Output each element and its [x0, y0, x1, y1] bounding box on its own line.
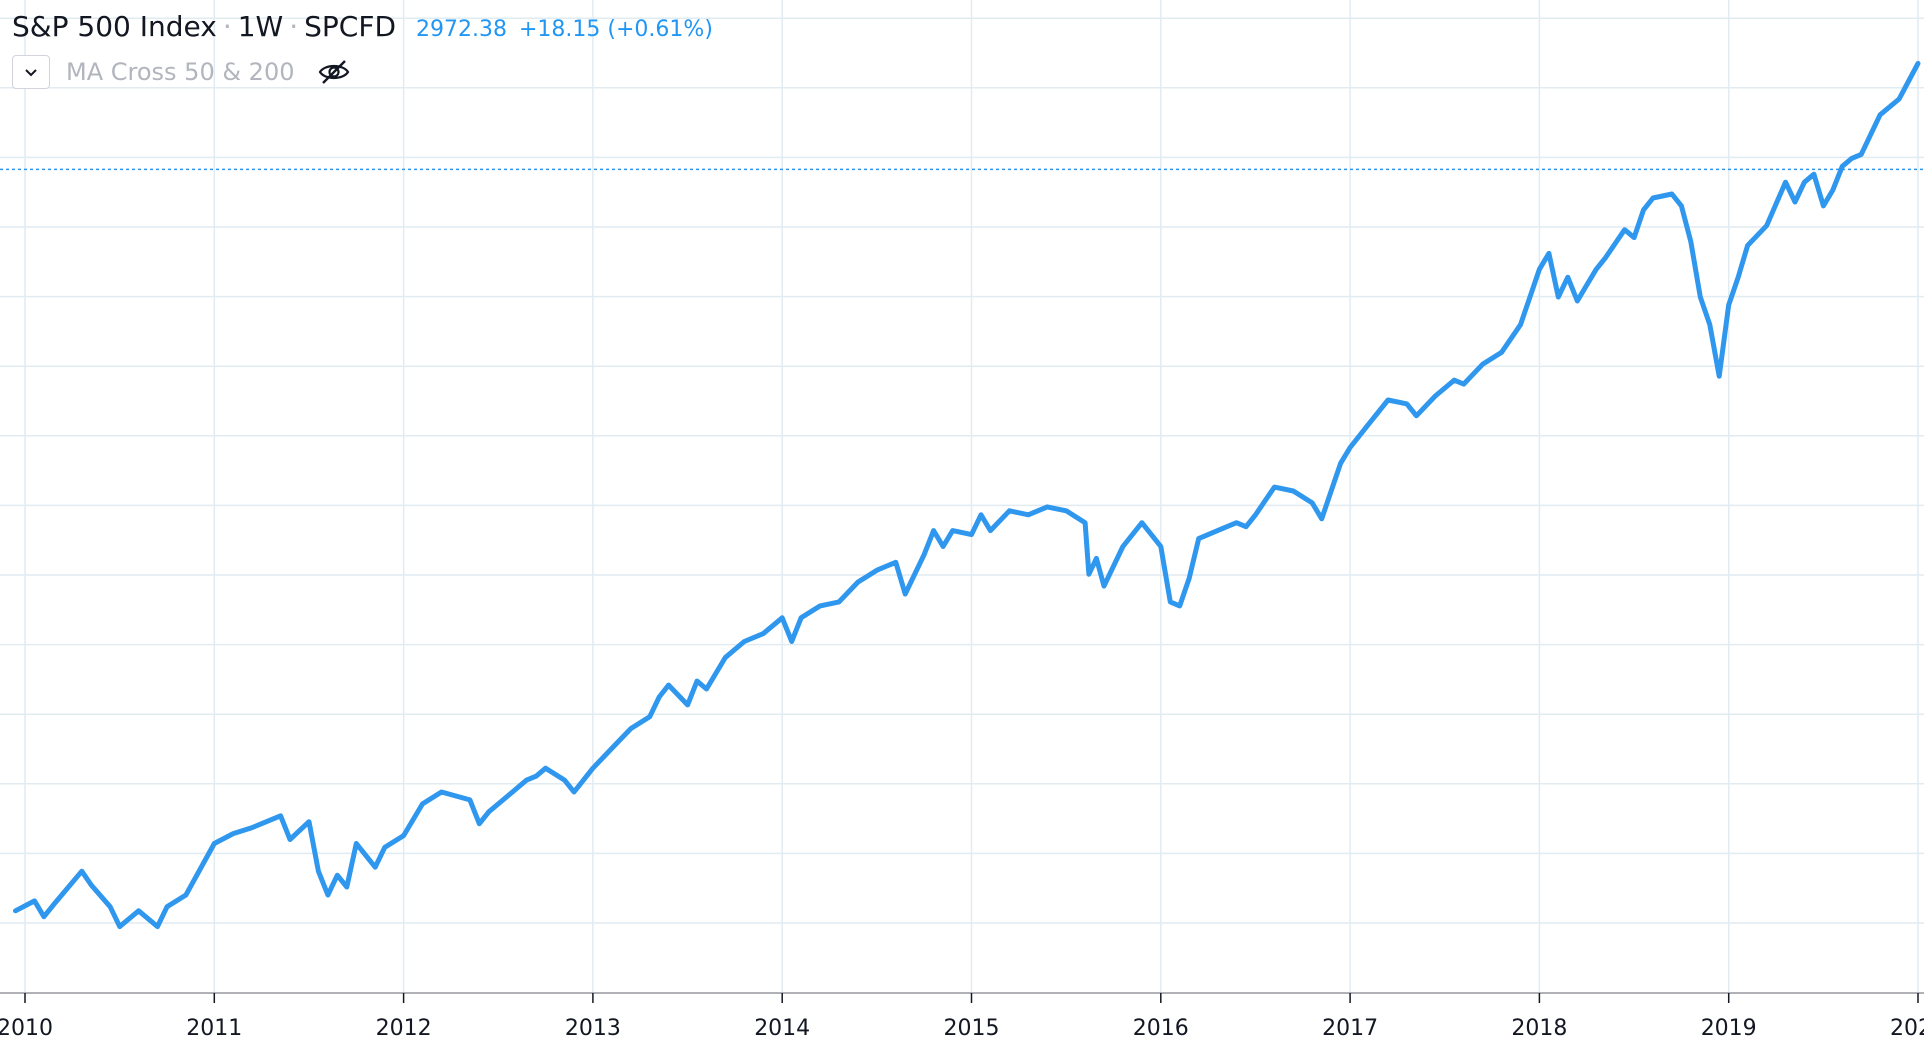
eye-off-icon: [318, 60, 349, 84]
symbol-description[interactable]: S&P 500 Index: [12, 10, 217, 43]
chevron-down-icon: [25, 69, 37, 77]
x-tick-label: 2011: [186, 1016, 242, 1041]
interval-label[interactable]: 1W: [237, 10, 284, 43]
separator-dot: ·: [222, 10, 232, 43]
study-title[interactable]: MA Cross 50 & 200: [66, 58, 295, 86]
x-tick-label: 2017: [1322, 1016, 1378, 1041]
chart-grid: [0, 0, 1924, 992]
collapse-button[interactable]: [12, 55, 50, 89]
x-tick-label: 2010: [0, 1016, 53, 1041]
exchange-label: SPCFD: [304, 10, 397, 43]
visibility-toggle[interactable]: [317, 59, 351, 85]
time-axis: 2010 2011 2012 2013 2014 2015 2016 2017 2018 2019…: [0, 993, 1924, 1041]
chart-legend: S&P 500 Index · 1W · SPCFD 2972.38 +18.1…: [12, 10, 713, 89]
x-tick-label: 2014: [754, 1016, 810, 1041]
study-legend: MA Cross 50 & 200: [12, 55, 713, 89]
x-tick-label: 2015: [944, 1016, 1000, 1041]
symbol-info: S&P 500 Index · 1W · SPCFD 2972.38 +18.1…: [12, 10, 713, 43]
x-tick-label: 2016: [1133, 1016, 1189, 1041]
last-price-value: 2972.38: [416, 17, 507, 42]
price-change: +18.15 (+0.61%): [519, 17, 713, 42]
x-tick-label: 2018: [1511, 1016, 1567, 1041]
sp500-price-line: [13, 60, 1921, 930]
x-tick-label: 2019: [1701, 1016, 1757, 1041]
x-tick-label: 2020: [1890, 1016, 1924, 1041]
x-tick-label: 2013: [565, 1016, 621, 1041]
separator-dot: ·: [289, 10, 299, 43]
x-tick-label: 2012: [376, 1016, 432, 1041]
